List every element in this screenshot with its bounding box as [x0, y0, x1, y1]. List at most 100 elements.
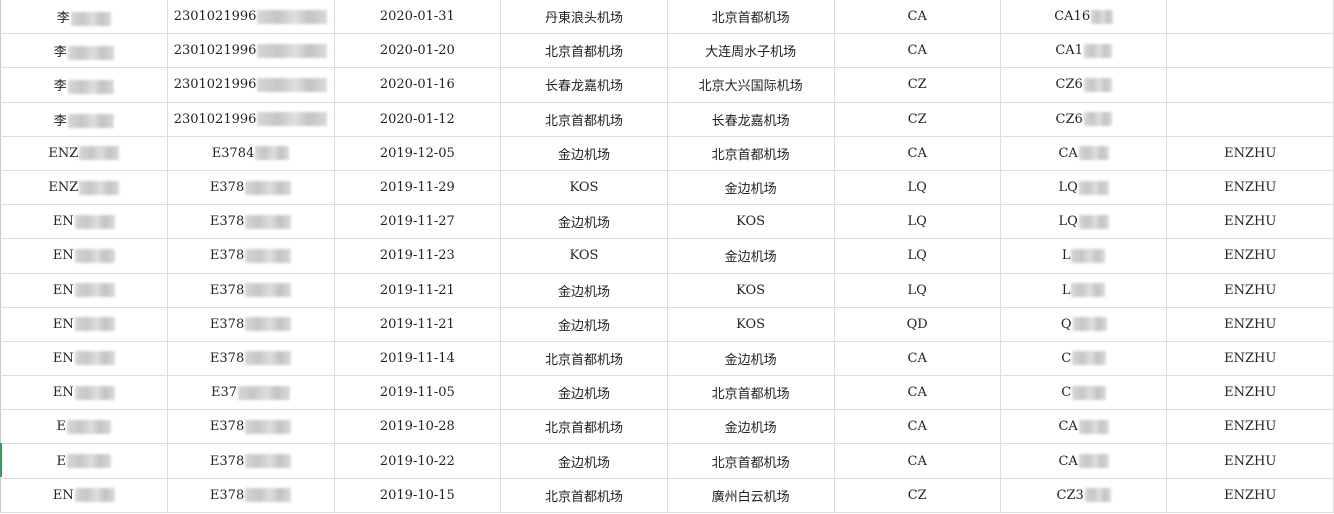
- cell-airline[interactable]: CA: [833, 375, 1001, 411]
- cell-departure-airport[interactable]: 丹東浪头机场: [500, 0, 668, 35]
- cell-airline[interactable]: CA: [833, 0, 1001, 35]
- cell-id-number[interactable]: 2301021996: [166, 0, 335, 35]
- cell-id-number[interactable]: 2301021996: [166, 101, 335, 137]
- cell-name[interactable]: EN: [0, 238, 168, 274]
- cell-flight-number[interactable]: C: [999, 340, 1168, 377]
- cell-flight-number[interactable]: LQ: [999, 169, 1168, 206]
- cell-passenger-name-en[interactable]: ENZHU: [1166, 204, 1334, 240]
- cell-id-number[interactable]: E378: [166, 340, 335, 377]
- cell-passenger-name-en[interactable]: ENZHU: [1166, 306, 1334, 342]
- cell-passenger-name-en[interactable]: [1166, 33, 1334, 69]
- cell-date[interactable]: 2020-01-16: [333, 67, 502, 103]
- cell-flight-number[interactable]: L: [999, 272, 1168, 308]
- cell-flight-number[interactable]: CA16: [999, 0, 1168, 35]
- cell-name[interactable]: EN: [0, 375, 168, 411]
- cell-arrival-airport[interactable]: 金边机场: [666, 169, 835, 206]
- cell-arrival-airport[interactable]: 北京首都机场: [666, 443, 835, 479]
- cell-id-number[interactable]: E378: [166, 169, 335, 206]
- cell-passenger-name-en[interactable]: ENZHU: [1166, 272, 1334, 308]
- cell-airline[interactable]: CZ: [833, 477, 1001, 513]
- cell-id-number[interactable]: E378: [166, 443, 335, 479]
- cell-airline[interactable]: LQ: [833, 204, 1001, 240]
- cell-name[interactable]: 李: [0, 0, 168, 35]
- cell-passenger-name-en[interactable]: [1166, 101, 1334, 137]
- cell-arrival-airport[interactable]: KOS: [666, 204, 835, 240]
- cell-arrival-airport[interactable]: 北京大兴国际机场: [666, 67, 835, 103]
- cell-passenger-name-en[interactable]: [1166, 67, 1334, 103]
- cell-departure-airport[interactable]: 北京首都机场: [500, 477, 668, 513]
- cell-date[interactable]: 2020-01-12: [333, 101, 502, 137]
- cell-arrival-airport[interactable]: 金边机场: [666, 340, 835, 377]
- cell-arrival-airport[interactable]: 北京首都机场: [666, 0, 835, 35]
- cell-id-number[interactable]: E378: [166, 272, 335, 308]
- cell-airline[interactable]: CZ: [833, 67, 1001, 103]
- cell-departure-airport[interactable]: 金边机场: [500, 443, 668, 479]
- cell-passenger-name-en[interactable]: ENZHU: [1166, 340, 1334, 377]
- cell-airline[interactable]: CA: [833, 340, 1001, 377]
- cell-id-number[interactable]: 2301021996: [166, 33, 335, 69]
- cell-flight-number[interactable]: CA: [999, 135, 1168, 171]
- cell-arrival-airport[interactable]: 金边机场: [666, 409, 835, 445]
- cell-arrival-airport[interactable]: 长春龙嘉机场: [666, 101, 835, 137]
- cell-id-number[interactable]: E378: [166, 238, 335, 274]
- cell-departure-airport[interactable]: 金边机场: [500, 135, 668, 171]
- cell-departure-airport[interactable]: KOS: [500, 238, 668, 274]
- cell-passenger-name-en[interactable]: ENZHU: [1166, 375, 1334, 411]
- cell-date[interactable]: 2019-11-21: [333, 306, 502, 342]
- cell-airline[interactable]: CA: [833, 443, 1001, 479]
- cell-date[interactable]: 2019-11-21: [333, 272, 502, 308]
- cell-airline[interactable]: LQ: [833, 169, 1001, 206]
- cell-arrival-airport[interactable]: KOS: [666, 272, 835, 308]
- cell-date[interactable]: 2020-01-20: [333, 33, 502, 69]
- cell-passenger-name-en[interactable]: ENZHU: [1166, 238, 1334, 274]
- cell-flight-number[interactable]: Q: [999, 306, 1168, 342]
- cell-departure-airport[interactable]: 北京首都机场: [500, 409, 668, 445]
- cell-date[interactable]: 2019-11-27: [333, 204, 502, 240]
- cell-name[interactable]: EN: [0, 272, 168, 308]
- cell-departure-airport[interactable]: 金边机场: [500, 306, 668, 342]
- cell-arrival-airport[interactable]: 金边机场: [666, 238, 835, 274]
- cell-departure-airport[interactable]: 北京首都机场: [500, 340, 668, 377]
- cell-passenger-name-en[interactable]: ENZHU: [1166, 443, 1334, 479]
- cell-airline[interactable]: LQ: [833, 238, 1001, 274]
- cell-date[interactable]: 2019-11-14: [333, 340, 502, 377]
- cell-name[interactable]: EN: [0, 204, 168, 240]
- cell-name[interactable]: E: [0, 443, 168, 479]
- cell-flight-number[interactable]: C: [999, 375, 1168, 411]
- cell-id-number[interactable]: E378: [166, 409, 335, 445]
- cell-date[interactable]: 2019-10-22: [333, 443, 502, 479]
- cell-id-number[interactable]: E37: [166, 375, 335, 411]
- cell-name[interactable]: EN: [0, 340, 168, 377]
- cell-date[interactable]: 2020-01-31: [333, 0, 502, 35]
- cell-departure-airport[interactable]: 长春龙嘉机场: [500, 67, 668, 103]
- cell-id-number[interactable]: 2301021996: [166, 67, 335, 103]
- cell-flight-number[interactable]: CZ3: [999, 477, 1168, 513]
- cell-name[interactable]: ENZ: [0, 169, 168, 206]
- cell-departure-airport[interactable]: 金边机场: [500, 204, 668, 240]
- cell-airline[interactable]: CA: [833, 135, 1001, 171]
- cell-passenger-name-en[interactable]: ENZHU: [1166, 409, 1334, 445]
- cell-airline[interactable]: QD: [833, 306, 1001, 342]
- cell-date[interactable]: 2019-10-15: [333, 477, 502, 513]
- cell-arrival-airport[interactable]: 北京首都机场: [666, 375, 835, 411]
- cell-flight-number[interactable]: CA: [999, 409, 1168, 445]
- cell-passenger-name-en[interactable]: ENZHU: [1166, 169, 1334, 206]
- cell-departure-airport[interactable]: 北京首都机场: [500, 101, 668, 137]
- cell-flight-number[interactable]: CZ6: [999, 67, 1168, 103]
- cell-name[interactable]: EN: [0, 306, 168, 342]
- cell-name[interactable]: EN: [0, 477, 168, 513]
- cell-id-number[interactable]: E378: [166, 204, 335, 240]
- cell-date[interactable]: 2019-11-23: [333, 238, 502, 274]
- cell-arrival-airport[interactable]: 北京首都机场: [666, 135, 835, 171]
- cell-passenger-name-en[interactable]: ENZHU: [1166, 135, 1334, 171]
- cell-name[interactable]: 李: [0, 33, 168, 69]
- cell-passenger-name-en[interactable]: ENZHU: [1166, 477, 1334, 513]
- cell-departure-airport[interactable]: 金边机场: [500, 375, 668, 411]
- cell-flight-number[interactable]: L: [999, 238, 1168, 274]
- cell-departure-airport[interactable]: 金边机场: [500, 272, 668, 308]
- cell-date[interactable]: 2019-11-05: [333, 375, 502, 411]
- cell-airline[interactable]: CA: [833, 409, 1001, 445]
- cell-id-number[interactable]: E378: [166, 306, 335, 342]
- cell-id-number[interactable]: E378: [166, 477, 335, 513]
- cell-passenger-name-en[interactable]: [1166, 0, 1334, 35]
